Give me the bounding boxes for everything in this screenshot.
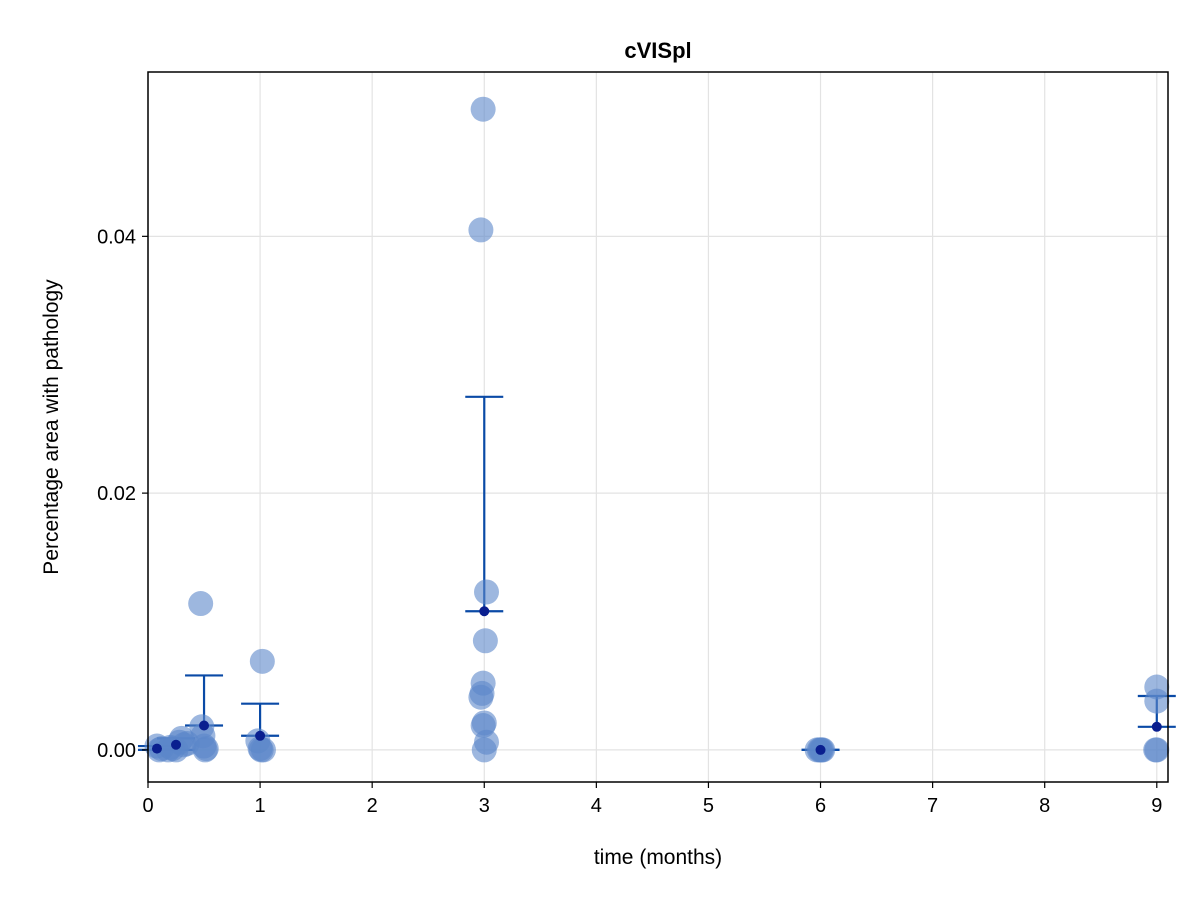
mean-marker: [815, 744, 826, 755]
y-axis-label: Percentage area with pathology: [40, 279, 63, 575]
data-point: [1144, 688, 1170, 714]
mean-marker: [1151, 721, 1162, 732]
points-layer: [144, 96, 1170, 763]
x-tick-label: 3: [479, 795, 490, 817]
x-axis-label: time (months): [594, 846, 722, 869]
x-tick-label: 1: [255, 795, 266, 817]
data-point: [188, 591, 214, 617]
mean-marker: [255, 730, 266, 741]
x-tick-label: 9: [1151, 795, 1162, 817]
data-point: [472, 628, 498, 654]
x-tick-label: 4: [591, 795, 602, 817]
x-tick-label: 0: [142, 795, 153, 817]
mean-marker: [199, 720, 210, 731]
data-point: [470, 96, 496, 122]
data-point: [249, 648, 275, 674]
y-tick-label: 0.04: [97, 226, 136, 248]
mean-marker: [171, 739, 182, 750]
mean-marker: [151, 743, 162, 754]
errorbar-layer: [137, 395, 1176, 752]
data-point: [193, 736, 219, 762]
x-tick-label: 5: [703, 795, 714, 817]
x-tick-label: 2: [367, 795, 378, 817]
x-tick-label: 7: [927, 795, 938, 817]
x-tick-label: 6: [815, 795, 826, 817]
data-point: [1144, 737, 1170, 763]
mean-layer: [151, 606, 1162, 755]
error-bar: [465, 395, 504, 613]
chart-title: cVISpl: [624, 38, 691, 63]
grid-layer: [147, 72, 1168, 782]
data-point: [471, 737, 497, 763]
data-point: [468, 217, 494, 243]
data-point: [250, 737, 276, 763]
y-tick-label: 0.00: [97, 740, 136, 762]
data-point: [474, 579, 500, 605]
plot-frame: [147, 71, 1169, 783]
x-tick-label: 8: [1039, 795, 1050, 817]
data-point: [468, 684, 494, 710]
ticks-layer: 0 1 2 3 4 5 6 7 8 9 0.00 0.02 0.04: [97, 226, 1162, 817]
y-tick-label: 0.02: [97, 483, 136, 505]
mean-marker: [479, 606, 490, 617]
